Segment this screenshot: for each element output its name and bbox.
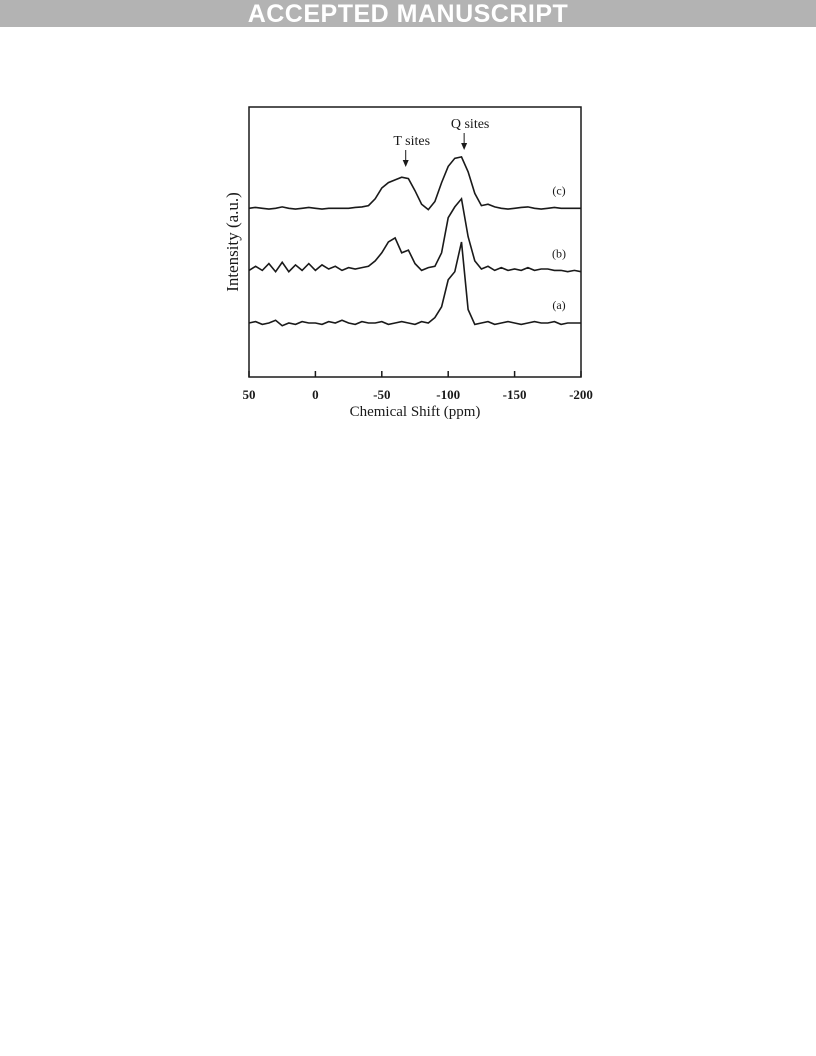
x-tick-label: 0 (312, 387, 319, 402)
x-tick-label: -200 (569, 387, 593, 402)
figure-background (220, 100, 595, 432)
x-tick-label: -150 (503, 387, 527, 402)
series-label: (c) (552, 183, 565, 197)
x-tick-label: 50 (243, 387, 256, 402)
spectrum-line (248, 196, 582, 274)
annotation-arrowhead (461, 143, 468, 150)
y-axis-label: Intensity (a.u.) (223, 192, 242, 292)
plot-frame (248, 106, 582, 378)
annotation-arrowhead (402, 160, 409, 167)
annotation: Q sites (451, 117, 490, 132)
x-tick-label: -50 (373, 387, 390, 402)
chart: Chemical Shift (ppm) Intensity (a.u.) 50… (220, 100, 595, 432)
x-axis-label: Chemical Shift (ppm) (350, 404, 481, 420)
spectrum-line (248, 241, 581, 327)
spectrum-line (248, 155, 581, 211)
banner: ACCEPTED MANUSCRIPT (0, 0, 816, 28)
series-label: (b) (552, 247, 566, 261)
x-tick-label: -100 (436, 387, 460, 402)
annotation: T sites (393, 134, 430, 149)
series-label: (a) (552, 298, 565, 312)
